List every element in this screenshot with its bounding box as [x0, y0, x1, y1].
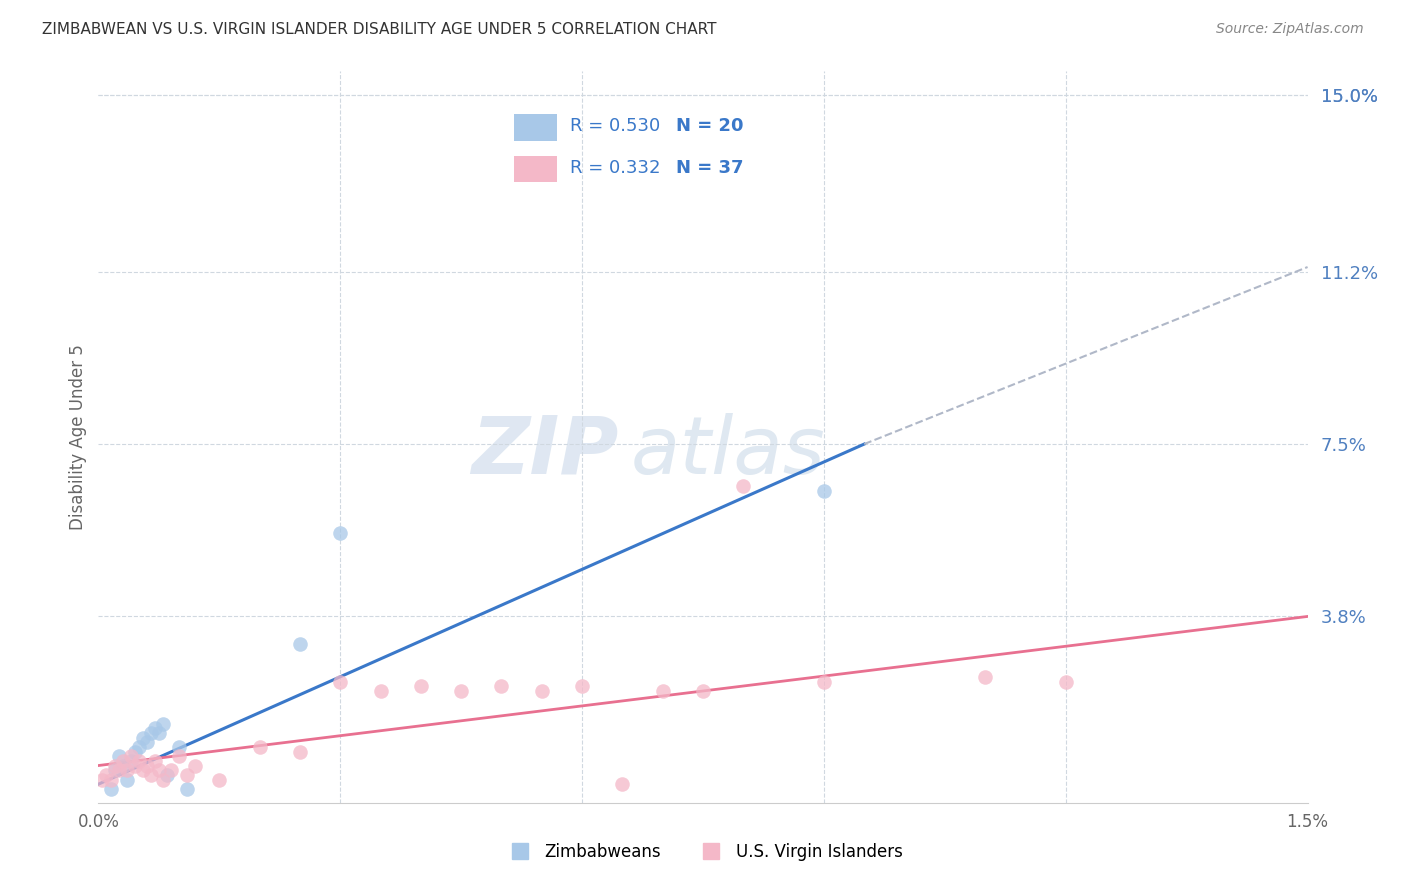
- Point: [692, 684, 714, 698]
- Point: [160, 763, 183, 777]
- Point: [143, 754, 166, 768]
- Point: [651, 684, 673, 698]
- Point: [813, 674, 835, 689]
- Text: R = 0.332: R = 0.332: [569, 159, 661, 178]
- Point: [530, 684, 553, 698]
- Text: ZIMBABWEAN VS U.S. VIRGIN ISLANDER DISABILITY AGE UNDER 5 CORRELATION CHART: ZIMBABWEAN VS U.S. VIRGIN ISLANDER DISAB…: [42, 22, 717, 37]
- Point: [148, 726, 170, 740]
- Point: [115, 763, 138, 777]
- Y-axis label: Disability Age Under 5: Disability Age Under 5: [69, 344, 87, 530]
- Point: [288, 637, 311, 651]
- Point: [974, 670, 997, 684]
- Point: [111, 754, 134, 768]
- Point: [491, 679, 513, 693]
- Point: [409, 679, 432, 693]
- Text: atlas: atlas: [630, 413, 825, 491]
- Point: [103, 758, 125, 772]
- Point: [329, 525, 352, 540]
- Point: [370, 684, 392, 698]
- Point: [612, 777, 634, 791]
- Point: [329, 674, 352, 689]
- Point: [103, 763, 125, 777]
- Point: [124, 745, 146, 759]
- Point: [135, 735, 157, 749]
- Point: [249, 739, 271, 754]
- Point: [111, 758, 134, 772]
- Point: [135, 758, 157, 772]
- Point: [143, 721, 166, 735]
- Point: [100, 781, 122, 796]
- Point: [208, 772, 231, 787]
- Legend: Zimbabweans, U.S. Virgin Islanders: Zimbabweans, U.S. Virgin Islanders: [496, 837, 910, 868]
- Point: [124, 758, 146, 772]
- Point: [91, 772, 114, 787]
- Text: N = 20: N = 20: [676, 117, 744, 136]
- Point: [128, 739, 150, 754]
- Point: [152, 772, 174, 787]
- Point: [148, 763, 170, 777]
- Point: [100, 772, 122, 787]
- Point: [450, 684, 472, 698]
- Text: N = 37: N = 37: [676, 159, 744, 178]
- Point: [107, 749, 129, 764]
- Point: [132, 731, 155, 745]
- Text: ZIP: ZIP: [471, 413, 619, 491]
- Point: [139, 726, 162, 740]
- Point: [813, 483, 835, 498]
- Point: [120, 754, 142, 768]
- FancyBboxPatch shape: [515, 156, 557, 182]
- Point: [167, 739, 190, 754]
- Point: [107, 763, 129, 777]
- Point: [571, 679, 593, 693]
- Point: [115, 772, 138, 787]
- Text: Source: ZipAtlas.com: Source: ZipAtlas.com: [1216, 22, 1364, 37]
- Point: [176, 768, 198, 782]
- Point: [167, 749, 190, 764]
- Point: [132, 763, 155, 777]
- Point: [120, 749, 142, 764]
- Point: [128, 754, 150, 768]
- Point: [139, 768, 162, 782]
- Point: [184, 758, 207, 772]
- Point: [176, 781, 198, 796]
- Point: [152, 716, 174, 731]
- Text: R = 0.530: R = 0.530: [569, 117, 661, 136]
- Point: [1054, 674, 1077, 689]
- Point: [733, 479, 755, 493]
- Point: [288, 745, 311, 759]
- Point: [96, 768, 118, 782]
- FancyBboxPatch shape: [515, 114, 557, 141]
- Point: [156, 768, 179, 782]
